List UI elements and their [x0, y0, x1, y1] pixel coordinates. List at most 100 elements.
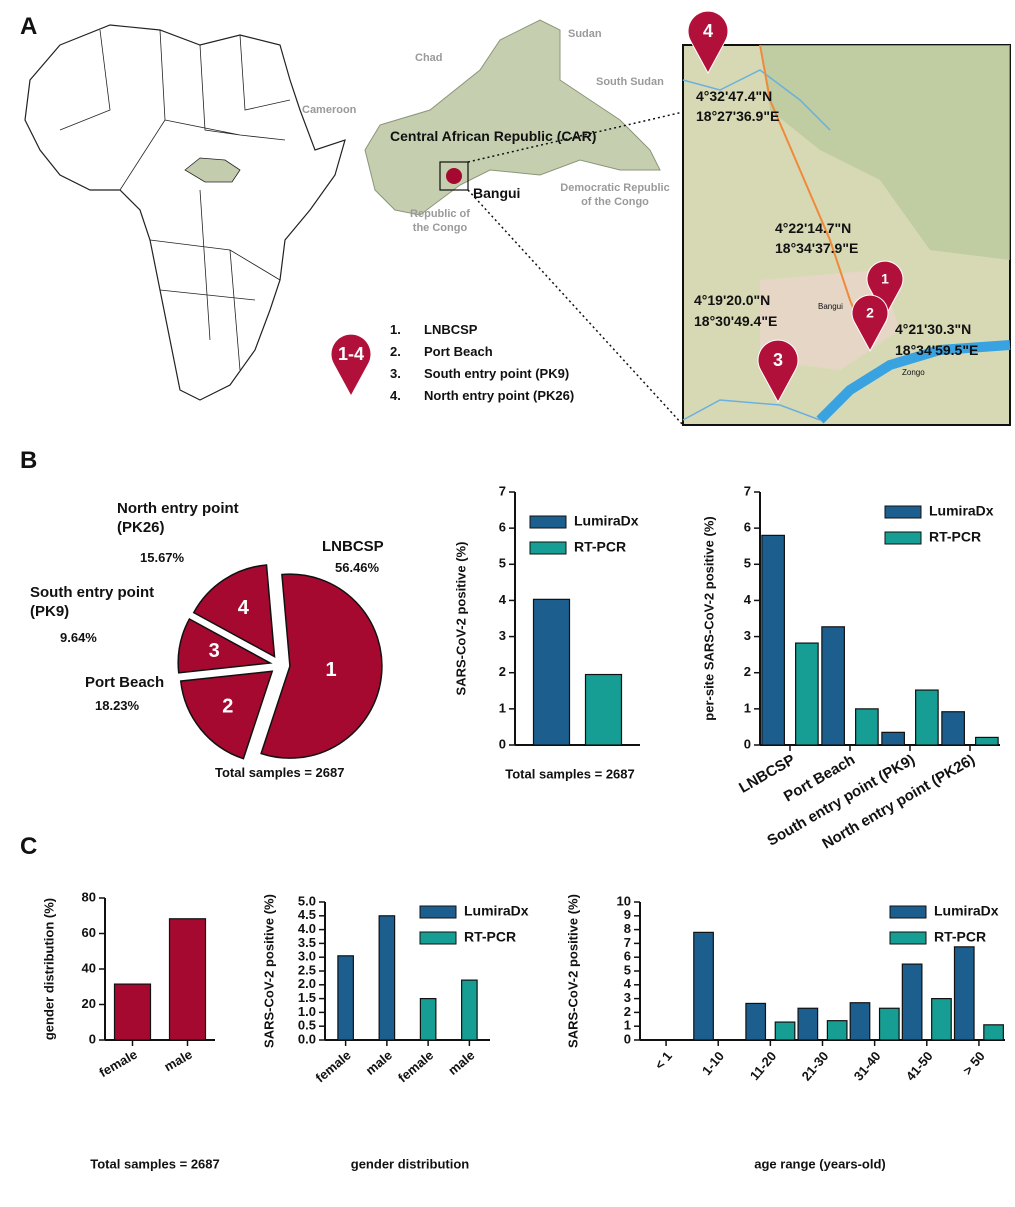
y-tick-label: 3	[744, 628, 751, 643]
bar	[746, 1003, 766, 1040]
y-tick-label: 8	[624, 921, 631, 936]
y-axis-label: per-site SARS-CoV-2 positive (%)	[701, 516, 716, 720]
y-tick-label: 10	[617, 893, 631, 908]
y-tick-label: 2	[624, 1004, 631, 1019]
legend-swatch	[890, 932, 926, 944]
bar	[694, 932, 714, 1040]
x-tick-label: female	[313, 1047, 354, 1085]
x-tick-label: 21-30	[799, 1048, 832, 1083]
y-tick-label: 5	[499, 556, 506, 571]
slice-value: 56.46%	[335, 560, 379, 576]
city-label: Bangui	[473, 185, 520, 203]
y-tick-label: 6	[624, 949, 631, 964]
place-label: Zongo	[902, 368, 925, 378]
bar	[798, 1008, 818, 1040]
bar	[115, 984, 151, 1040]
legend-swatch	[885, 506, 921, 518]
bar	[379, 916, 394, 1040]
y-tick-label: 7	[624, 935, 631, 950]
coord-lat: 4°21'30.3"N	[895, 321, 971, 339]
coord-lon: 18°34'37.9"E	[775, 240, 858, 258]
coord-lon: 18°27'36.9"E	[696, 108, 779, 126]
legend-label: RT-PCR	[464, 929, 516, 945]
x-tick-label: 1-10	[699, 1048, 727, 1078]
panel-label: B	[20, 446, 37, 476]
panel-label: C	[20, 832, 37, 862]
bar	[916, 690, 939, 745]
car-label: Central African Republic (CAR)	[390, 128, 596, 146]
y-tick-label: 3	[624, 990, 631, 1005]
y-axis-label: gender distribution (%)	[41, 898, 56, 1040]
y-tick-label: 7	[744, 483, 751, 498]
pin-label: 2	[866, 305, 874, 321]
y-tick-label: 4	[624, 976, 632, 991]
x-tick-label: < 1	[652, 1048, 675, 1072]
y-tick-label: 2.0	[298, 976, 316, 991]
y-tick-label: 6	[744, 520, 751, 535]
country-label: Democratic Republic of the Congo	[555, 182, 675, 210]
y-tick-label: 4.0	[298, 921, 316, 936]
slice-label: LNBCSP	[322, 538, 442, 557]
bar	[796, 643, 819, 745]
coord-lon: 18°30'49.4"E	[694, 313, 777, 331]
bar	[856, 709, 879, 745]
legend-label: LumiraDx	[934, 903, 999, 919]
legend-label: LumiraDx	[929, 503, 994, 519]
panel-label: A	[20, 12, 37, 42]
slice-number: 3	[209, 640, 220, 662]
y-tick-label: 5	[624, 962, 631, 977]
slice-number: 2	[222, 695, 233, 717]
y-tick-label: 4	[499, 592, 507, 607]
slice-label: South entry point (PK9)	[30, 584, 195, 622]
y-tick-label: 2	[499, 664, 506, 679]
bar	[762, 535, 785, 745]
legend-number: 3.	[390, 366, 401, 382]
legend-label: Port Beach	[424, 344, 493, 360]
y-tick-label: 0.5	[298, 1018, 316, 1033]
bar	[942, 712, 965, 745]
slice-value: 18.23%	[95, 698, 139, 714]
pin-label: 1	[881, 271, 889, 287]
coord-lat: 4°32'47.4"N	[696, 88, 772, 106]
legend-label: RT-PCR	[934, 929, 986, 945]
legend-number: 2.	[390, 344, 401, 360]
pie-caption: Total samples = 2687	[215, 765, 344, 781]
y-tick-label: 0.0	[298, 1031, 316, 1046]
y-tick-label: 4	[744, 592, 752, 607]
y-tick-label: 0	[499, 736, 506, 751]
x-tick-label: male	[445, 1047, 477, 1078]
legend-swatch	[530, 516, 566, 528]
legend-label: North entry point (PK26)	[424, 388, 574, 404]
y-tick-label: 4.5	[298, 907, 316, 922]
x-tick-label: 11-20	[747, 1048, 779, 1083]
y-tick-label: 5	[744, 556, 751, 571]
slice-label: North entry point (PK26)	[117, 500, 282, 538]
y-axis-label: SARS-CoV-2 positive (%)	[565, 894, 580, 1048]
y-axis-label: SARS-CoV-2 positive (%)	[261, 894, 276, 1048]
africa-map	[25, 25, 345, 400]
bar	[420, 999, 435, 1040]
y-tick-label: 3.0	[298, 949, 316, 964]
y-tick-label: 9	[624, 907, 631, 922]
country-label: Republic of the Congo	[405, 208, 475, 236]
y-tick-label: 1.0	[298, 1004, 316, 1019]
x-axis-label: age range (years-old)	[754, 1156, 886, 1171]
slice-label: Port Beach	[85, 674, 250, 693]
legend-label: LumiraDx	[464, 903, 529, 919]
bar	[822, 627, 845, 745]
bar	[338, 956, 353, 1040]
x-tick-label: 31-40	[851, 1048, 884, 1083]
y-tick-label: 60	[82, 925, 96, 940]
y-tick-label: 80	[82, 889, 96, 904]
bar	[850, 1003, 870, 1040]
bar	[932, 999, 952, 1040]
bar	[984, 1025, 1004, 1040]
country-label: Sudan	[568, 28, 602, 42]
x-tick-label: female	[395, 1047, 436, 1085]
y-tick-label: 3.5	[298, 935, 316, 950]
bar	[775, 1022, 795, 1040]
x-tick-label: female	[97, 1047, 140, 1081]
y-tick-label: 3	[499, 628, 506, 643]
y-axis-label: SARS-CoV-2 positive (%)	[453, 542, 468, 696]
y-tick-label: 1	[624, 1018, 631, 1033]
